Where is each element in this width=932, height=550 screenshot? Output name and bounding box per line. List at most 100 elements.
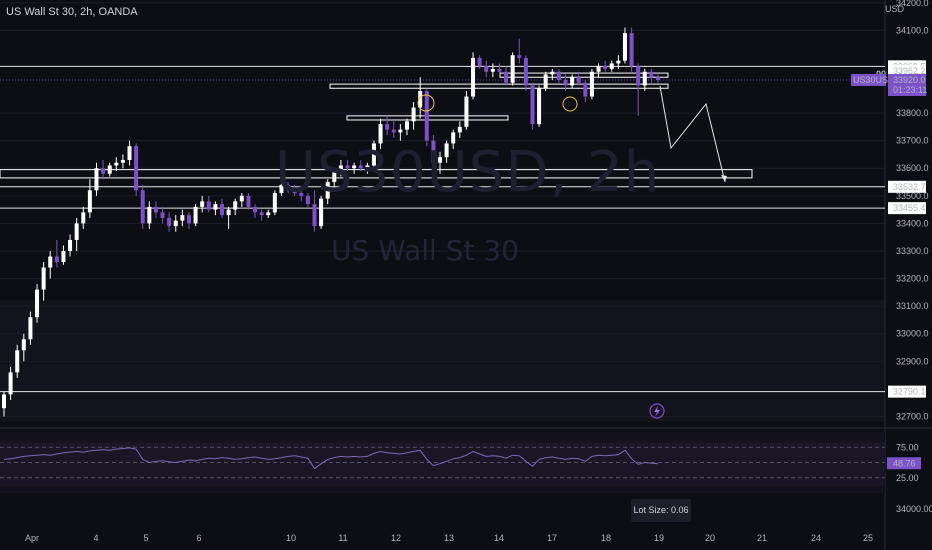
candle-body — [134, 146, 139, 191]
candle-body — [530, 85, 535, 125]
rsi-current-badge — [887, 457, 921, 470]
date-tick: 18 — [601, 533, 611, 543]
candle-body — [167, 217, 172, 227]
candle-body — [21, 339, 26, 351]
rsi-tick-75: 75.00 — [896, 442, 919, 452]
candle-body — [603, 66, 608, 69]
price-tick: 33300.0 — [896, 246, 929, 256]
projection-path — [659, 85, 726, 183]
candle-body — [365, 165, 370, 169]
date-tick: 21 — [757, 533, 767, 543]
candle-body — [325, 182, 330, 199]
candle-body — [490, 68, 495, 72]
candle-body — [233, 201, 238, 210]
date-tick: 4 — [93, 533, 98, 543]
price-label: 33532.7 — [893, 182, 926, 192]
candle-body — [431, 140, 436, 163]
candle-body — [556, 71, 561, 80]
candle-body — [213, 204, 218, 210]
projection-arrowhead — [721, 175, 727, 182]
candle-body — [286, 184, 291, 191]
watermark-name: US Wall St 30 — [331, 234, 519, 267]
candle-body — [2, 394, 6, 409]
candle-body — [378, 124, 383, 144]
candle-body — [358, 165, 363, 169]
candle-body — [220, 204, 224, 216]
candle-body — [471, 57, 476, 97]
candle-body — [81, 212, 86, 224]
candle-body — [497, 68, 502, 72]
circle-annotation — [417, 94, 435, 112]
candle-body — [272, 193, 277, 213]
price-tick: 34200.0 — [896, 0, 929, 8]
candle-body — [583, 82, 588, 97]
candle-body — [636, 66, 641, 86]
candle-body — [424, 91, 429, 141]
candle-body — [193, 206, 198, 224]
candle-body — [404, 121, 409, 130]
candle-body — [622, 33, 627, 61]
candle-body — [504, 71, 509, 83]
candle-body — [398, 129, 403, 133]
price-tick: 32700.0 — [896, 411, 929, 421]
candle-body — [550, 71, 555, 75]
price-tick: 32900.0 — [896, 356, 929, 366]
price-tick: 33800.0 — [896, 108, 929, 118]
candle-body — [180, 215, 185, 221]
candle-body — [457, 126, 462, 133]
candle-body — [616, 60, 621, 64]
candle-body — [94, 168, 99, 191]
candlestick-series — [2, 27, 660, 417]
candle-body — [8, 372, 13, 395]
price-label-box — [888, 202, 926, 215]
date-tick: 10 — [286, 533, 296, 543]
candle-body — [385, 124, 390, 130]
candle-body — [589, 71, 594, 97]
lightning-bolt — [654, 406, 660, 417]
candle-body — [629, 33, 634, 67]
candle-body — [15, 350, 20, 373]
date-tick: 11 — [338, 533, 347, 543]
price-tick: 33500.0 — [896, 191, 929, 201]
candle-body — [371, 143, 376, 166]
candle-body — [226, 209, 231, 216]
rsi-tick-25: 25.00 — [896, 473, 919, 483]
candle-body — [543, 74, 548, 89]
candle-body — [35, 289, 40, 318]
date-tick: 19 — [654, 533, 664, 543]
price-label-box — [888, 180, 926, 193]
time-axis: Apr 4 5 6 10 11 12 13 14 17 18 19 20 21 24 25 — [25, 533, 873, 543]
date-tick: 20 — [705, 533, 715, 543]
candle-body — [74, 223, 79, 240]
candle-body — [649, 71, 654, 78]
price-tick: 33600.0 — [896, 163, 929, 173]
candle-body — [517, 55, 522, 58]
candle-body — [120, 159, 125, 163]
rsi-line — [3, 447, 659, 470]
date-tick: 6 — [196, 533, 201, 543]
price-label: 32790.1 — [893, 387, 926, 397]
candle-body — [239, 195, 244, 202]
price-tick: 34100.0 — [896, 25, 929, 35]
candle-body — [477, 57, 482, 67]
candle-body — [464, 96, 469, 127]
candle-body — [484, 66, 489, 72]
candle-body — [299, 193, 304, 196]
rsi-panel: 75.00 25.00 48.76 34000.00 — [0, 427, 932, 514]
candle-body — [642, 71, 647, 86]
candle-body — [114, 162, 119, 166]
candle-body — [127, 146, 132, 160]
candle-body — [332, 171, 337, 183]
candle-body — [87, 190, 92, 213]
lot-size-badge[interactable]: Lot Size: 0.06 — [631, 499, 691, 522]
symbol-label: US30USD — [853, 75, 895, 85]
date-tick: 13 — [444, 533, 454, 543]
current-price-badge — [888, 73, 926, 96]
price-tick: 33000.0 — [896, 329, 929, 339]
candle-body — [279, 184, 284, 194]
candle-body — [338, 165, 343, 172]
date-tick: 17 — [547, 533, 557, 543]
price-tick: 33400.0 — [896, 218, 929, 228]
candle-body — [444, 143, 449, 158]
